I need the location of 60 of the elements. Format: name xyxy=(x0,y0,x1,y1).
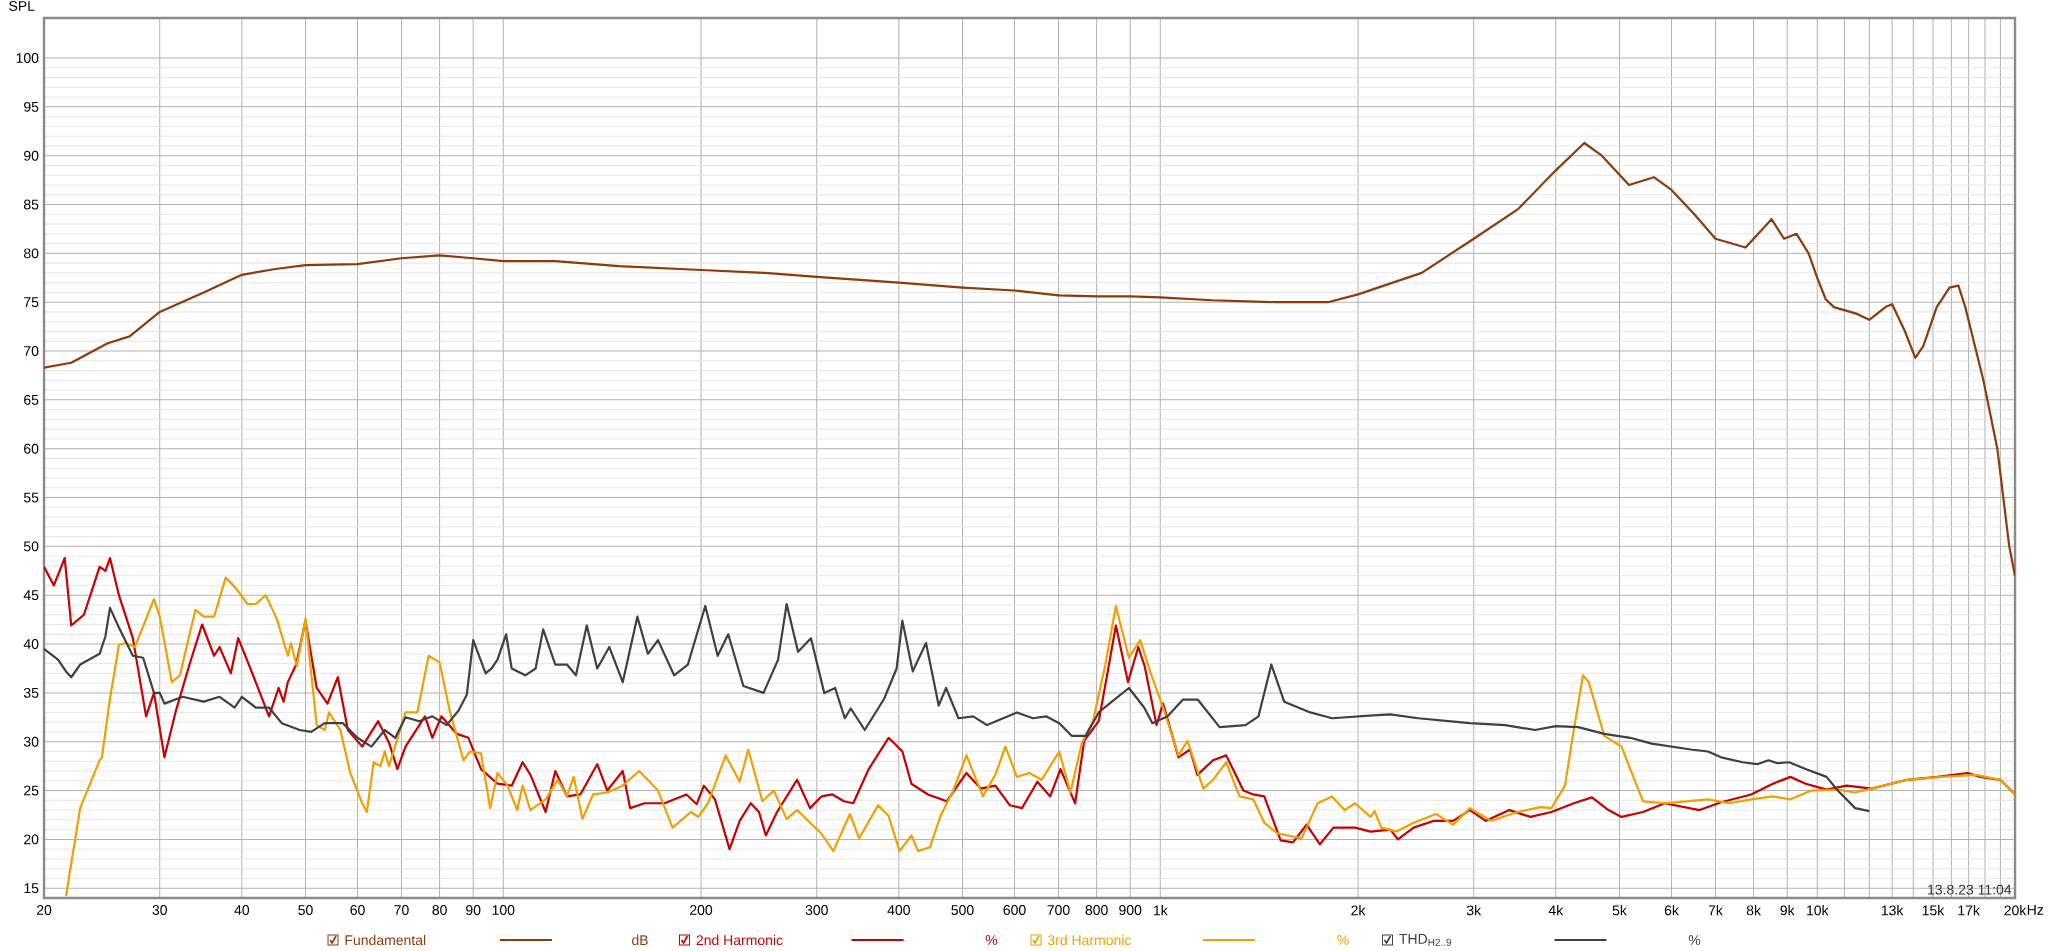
x-tick-label: 30 xyxy=(152,905,167,915)
x-tick-label: 5k xyxy=(1612,905,1627,916)
y-tick-label: 80 xyxy=(23,248,39,259)
x-tick-label: 700 xyxy=(1047,905,1070,915)
x-tick-label: 400 xyxy=(887,905,910,915)
legend-label: 3rd Harmonic xyxy=(1047,934,1132,946)
x-tick-label: 900 xyxy=(1119,905,1142,915)
y-tick-label: 100 xyxy=(16,53,39,63)
x-tick-label: 50 xyxy=(298,905,313,915)
x-tick-label: 60 xyxy=(350,905,365,915)
legend-label: Fundamental xyxy=(345,934,426,946)
legend-label: THD$_{H2..9}$ xyxy=(1399,934,1452,946)
x-tick-label: 10k xyxy=(1807,905,1829,916)
y-tick-label: 90 xyxy=(24,150,39,161)
y-axis-title: SPL xyxy=(9,1,35,11)
y-tick-label: 20 xyxy=(24,834,39,845)
x-tick-label: 80 xyxy=(432,905,447,915)
y-tick-label: 95 xyxy=(24,101,39,112)
x-tick-label: 4k xyxy=(1548,905,1564,916)
y-tick-label: 35 xyxy=(23,687,39,698)
x-axis-title: Hz xyxy=(2027,905,2044,915)
x-tick-label: 17k xyxy=(1958,905,1980,916)
x-tick-label: 1k xyxy=(1153,905,1168,916)
text: % xyxy=(1337,935,1349,945)
x-tick-label: 3k xyxy=(1466,905,1482,916)
x-tick-label: 200 xyxy=(690,905,713,915)
x-tick-label: 9k xyxy=(1780,905,1795,916)
x-tick-label: 13k xyxy=(1881,905,1904,916)
x-tick-label: 600 xyxy=(1003,905,1026,915)
text: dB xyxy=(632,934,648,946)
y-tick-label: 75 xyxy=(24,297,39,308)
x-tick-label: 500 xyxy=(951,905,974,915)
text: % xyxy=(1688,935,1701,945)
y-tick-label: 30 xyxy=(23,736,39,747)
y-tick-label: 50 xyxy=(23,541,39,552)
y-tick-label: 85 xyxy=(23,199,39,210)
y-tick-label: 65 xyxy=(24,394,39,405)
x-tick-label: 20 xyxy=(36,905,52,915)
x-tick-label: 70 xyxy=(394,905,409,915)
y-tick-label: 15 xyxy=(24,883,39,894)
y-tick-label: 55 xyxy=(23,492,39,503)
y-tick-label: 25 xyxy=(24,785,39,796)
y-tick-label: 60 xyxy=(24,443,39,454)
x-tick-label: 15k xyxy=(1922,905,1945,916)
x-tick-label: 7k xyxy=(1708,905,1723,916)
x-tick-label: 20k xyxy=(2004,905,2027,916)
x-tick-label: 100 xyxy=(492,905,515,915)
x-tick-label: 6k xyxy=(1664,905,1679,916)
x-tick-label: 90 xyxy=(466,905,481,915)
legend-label: 2nd Harmonic xyxy=(696,934,783,946)
text: % xyxy=(985,935,998,945)
x-tick-label: 40 xyxy=(234,905,250,915)
y-tick-label: 70 xyxy=(24,346,39,356)
y-tick-label: 40 xyxy=(23,639,39,649)
x-tick-label: 300 xyxy=(805,905,828,915)
x-tick-label: 2k xyxy=(1351,905,1366,916)
x-tick-label: 800 xyxy=(1085,905,1108,915)
x-tick-label: 8k xyxy=(1746,905,1762,916)
annotation: 13.8.23 11:04 xyxy=(1928,884,2012,895)
y-tick-label: 45 xyxy=(23,590,39,601)
